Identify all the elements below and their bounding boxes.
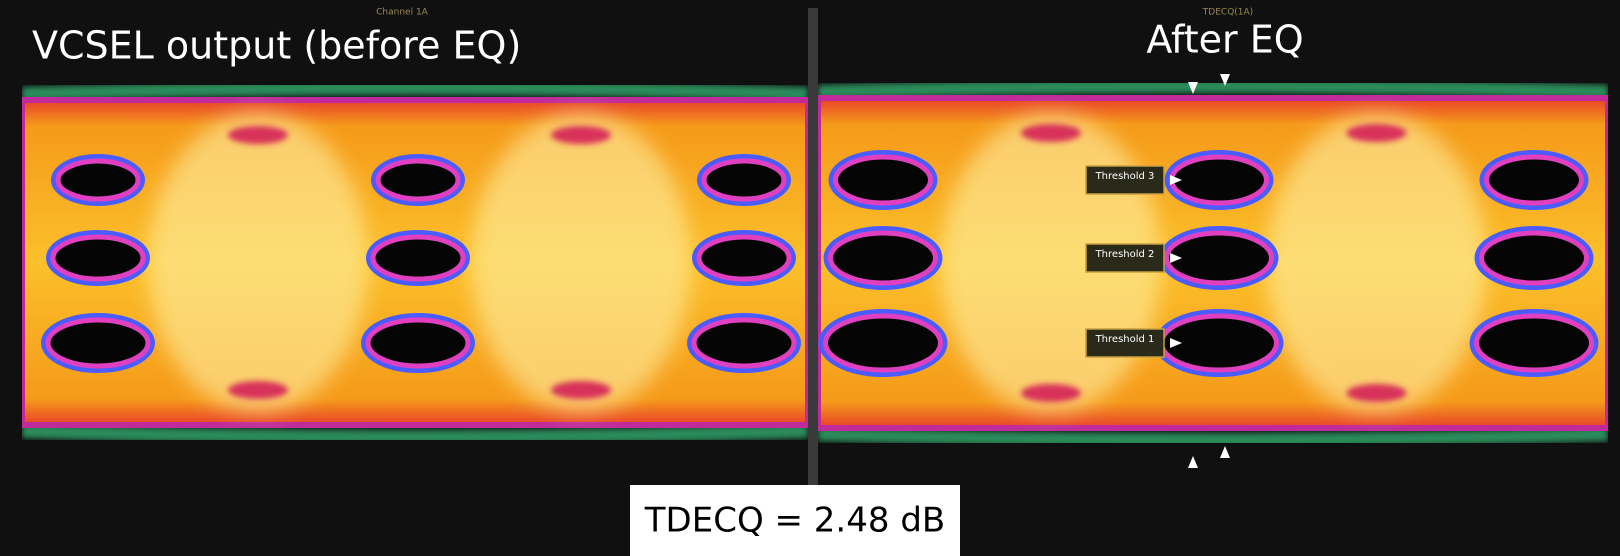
- eye-opening: [699, 237, 789, 279]
- eye-opening: [53, 237, 143, 279]
- eye-opening: [1167, 233, 1272, 283]
- threshold-label: Threshold 2: [1095, 249, 1155, 260]
- eye-opening: [378, 161, 458, 199]
- level-blob: [228, 126, 288, 144]
- level-blob: [1347, 384, 1407, 402]
- level-blob: [1021, 384, 1081, 402]
- panel-title: After EQ: [1146, 18, 1303, 62]
- result-text: TDECQ = 2.48 dB: [644, 501, 945, 541]
- panel-title: VCSEL output (before EQ): [32, 24, 521, 68]
- edge-noise: [818, 86, 1608, 92]
- page: Channel 1A TDECQ(1A) VCSEL output (befor…: [0, 0, 1620, 556]
- eye-opening: [368, 320, 468, 366]
- crossing-glow: [1267, 113, 1487, 413]
- edge-noise: [818, 434, 1608, 440]
- threshold-label: Threshold 1: [1095, 334, 1155, 345]
- level-blob: [551, 126, 611, 144]
- level-blob: [1347, 124, 1407, 142]
- eye-opening: [1482, 233, 1587, 283]
- crossing-glow: [148, 113, 368, 413]
- panel-divider: [808, 8, 818, 548]
- edge-noise: [22, 431, 808, 437]
- eye-opening: [704, 161, 784, 199]
- eye-opening: [58, 161, 138, 199]
- level-blob: [551, 381, 611, 399]
- eye-opening: [826, 316, 941, 370]
- eye-opening: [831, 233, 936, 283]
- eye-panel: [818, 86, 1608, 440]
- eye-opening: [694, 320, 794, 366]
- edge-noise: [22, 88, 808, 94]
- eye-panel: [22, 88, 808, 437]
- eye-diagram-figure: Channel 1A TDECQ(1A) VCSEL output (befor…: [0, 0, 1620, 556]
- eye-opening: [1487, 157, 1582, 203]
- level-blob: [228, 381, 288, 399]
- eye-opening: [373, 237, 463, 279]
- level-blob: [1021, 124, 1081, 142]
- threshold-label: Threshold 3: [1095, 171, 1155, 182]
- eye-opening: [1477, 316, 1592, 370]
- channel-tab: Channel 1A: [376, 8, 429, 18]
- eye-opening: [1172, 157, 1267, 203]
- eye-opening: [836, 157, 931, 203]
- channel-tab: TDECQ(1A): [1202, 8, 1253, 18]
- eye-opening: [48, 320, 148, 366]
- crossing-glow: [471, 113, 691, 413]
